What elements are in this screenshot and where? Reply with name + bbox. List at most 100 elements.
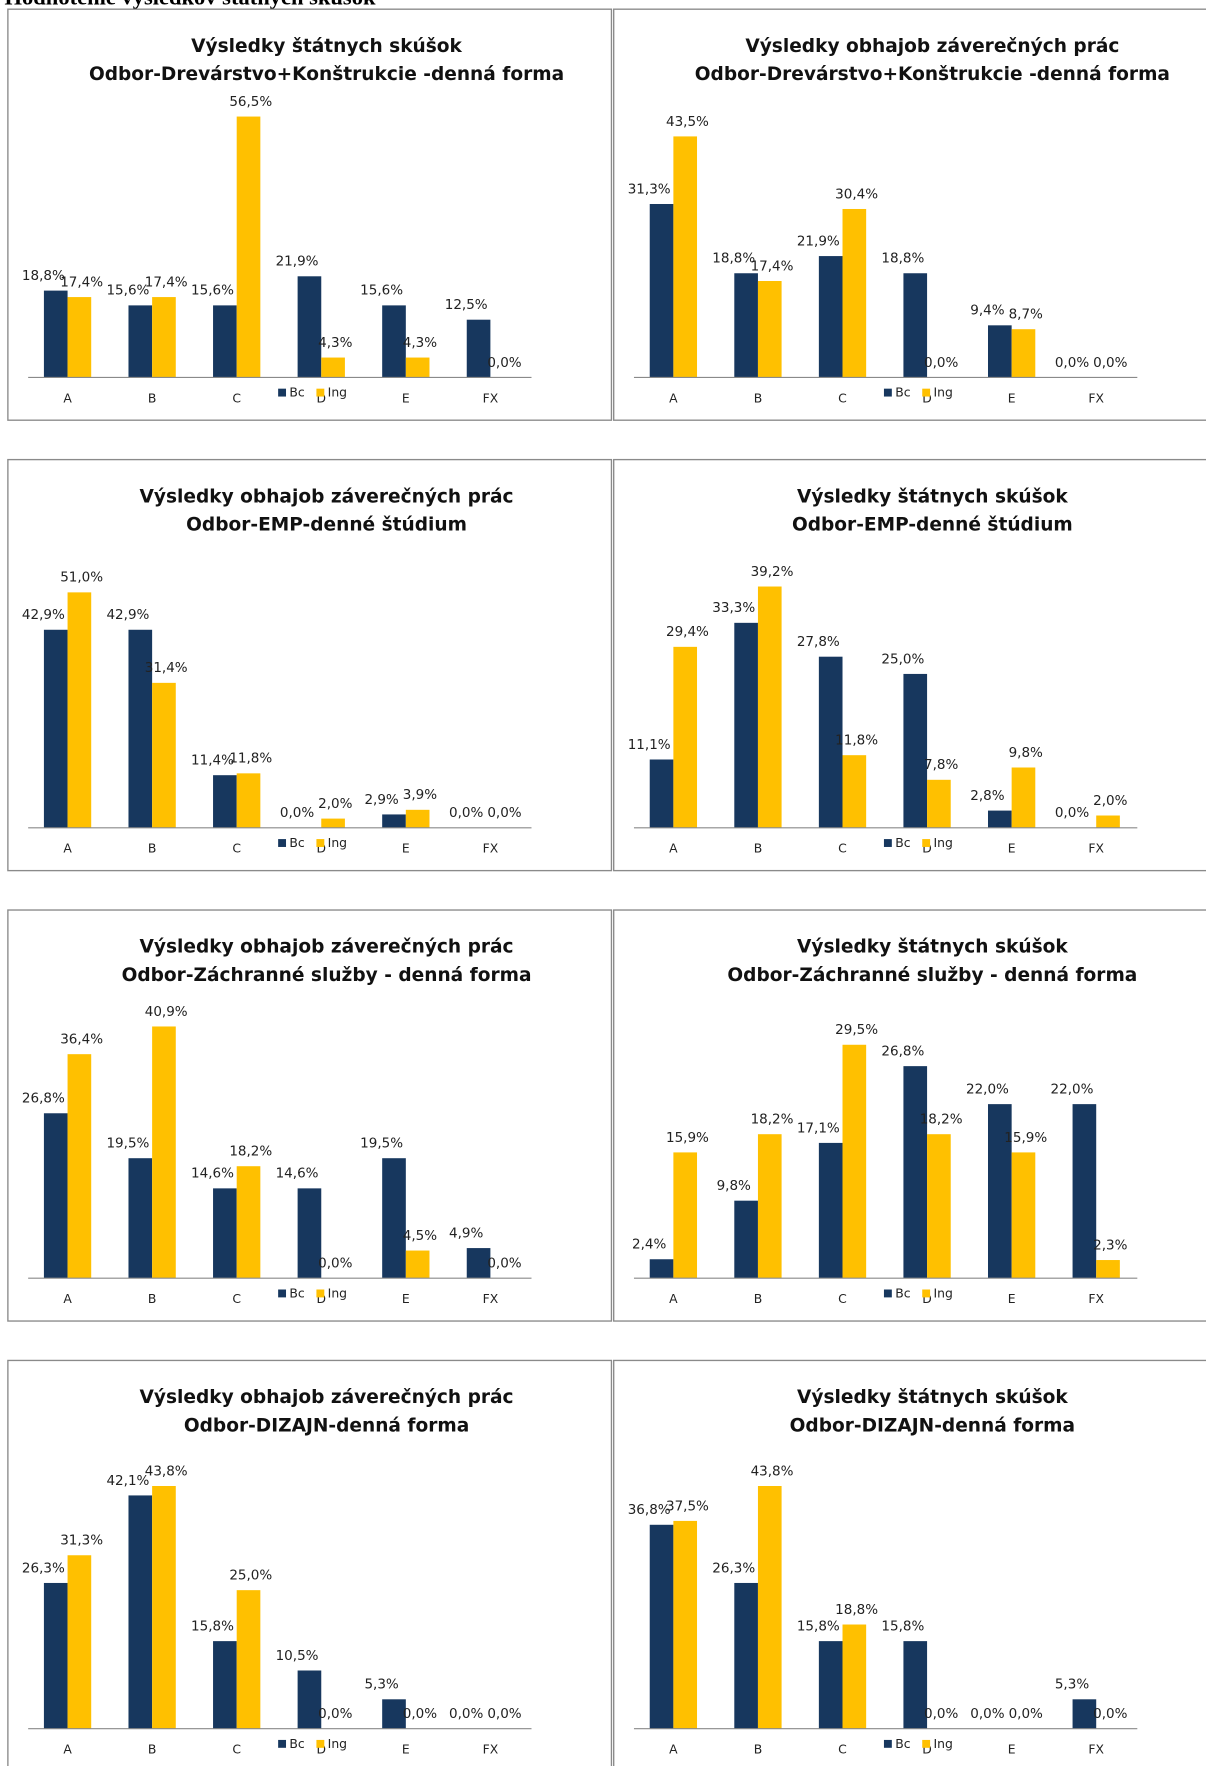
legend-label: Ing xyxy=(933,386,952,400)
value-label: 4,3% xyxy=(318,335,352,351)
value-label: 21,9% xyxy=(797,233,840,249)
legend-swatch xyxy=(316,388,325,397)
x-tick-label: A xyxy=(63,842,72,856)
value-label: 0,0% xyxy=(280,805,314,821)
value-label: 17,4% xyxy=(145,274,188,290)
x-tick-label: C xyxy=(232,391,241,405)
bar xyxy=(67,1054,92,1279)
x-tick-label: B xyxy=(148,391,157,405)
bar xyxy=(927,1134,951,1279)
value-label: 15,6% xyxy=(191,283,234,299)
x-tick-label: D xyxy=(922,391,932,405)
value-label: 0,0% xyxy=(487,805,521,821)
legend-swatch xyxy=(316,1289,325,1298)
legend-swatch xyxy=(316,839,325,847)
value-label: 0,0% xyxy=(924,355,958,371)
bar xyxy=(43,290,68,378)
legend-label: Bc xyxy=(289,1287,304,1301)
bar xyxy=(1072,1104,1097,1279)
x-tick-label: E xyxy=(402,1743,410,1757)
bar xyxy=(842,208,867,378)
value-label: 43,8% xyxy=(751,1463,794,1479)
bar xyxy=(842,755,867,828)
legend-label: Ing xyxy=(328,1287,347,1301)
x-tick-label: D xyxy=(316,842,326,856)
value-label: 36,8% xyxy=(628,1502,671,1518)
value-label: 30,4% xyxy=(835,186,878,202)
chart-subtitle: Odbor-EMP-denné štúdium xyxy=(186,514,467,535)
value-label: 26,8% xyxy=(22,1091,65,1107)
bar xyxy=(382,1158,406,1279)
value-label: 15,8% xyxy=(797,1618,840,1634)
value-label: 5,3% xyxy=(364,1677,398,1693)
value-label: 15,8% xyxy=(881,1618,924,1634)
legend-label: Ing xyxy=(933,1287,952,1301)
x-tick-label: D xyxy=(316,391,326,405)
value-label: 39,2% xyxy=(751,564,794,580)
value-label: 0,0% xyxy=(487,355,521,371)
bar xyxy=(903,1066,928,1279)
legend-label: Ing xyxy=(933,1737,952,1751)
legend-label: Ing xyxy=(933,836,952,850)
bar xyxy=(128,305,153,378)
chart-title: Výsledky obhajob záverečných prác xyxy=(140,1387,514,1408)
legend-label: Bc xyxy=(895,1287,910,1301)
chart-title: Výsledky obhajob záverečných prác xyxy=(140,937,514,958)
bar xyxy=(236,773,261,828)
bar xyxy=(236,1166,261,1279)
legend-swatch xyxy=(278,388,287,397)
chart-title: Výsledky štátnych skúšok xyxy=(797,937,1068,958)
x-tick-label: E xyxy=(402,842,410,856)
bar xyxy=(673,1520,698,1729)
chart-frame xyxy=(613,1359,1206,1766)
value-label: 2,0% xyxy=(318,796,352,812)
bar xyxy=(213,1641,237,1729)
bar xyxy=(673,136,698,378)
bar xyxy=(128,1158,153,1279)
legend-swatch xyxy=(278,1739,287,1748)
x-tick-label: A xyxy=(669,842,678,856)
value-label: 0,0% xyxy=(403,1706,437,1722)
value-label: 31,3% xyxy=(628,181,671,197)
x-tick-label: B xyxy=(148,1292,157,1306)
value-label: 15,6% xyxy=(360,283,403,299)
value-label: 2,9% xyxy=(364,792,398,808)
chart-title: Výsledky štátnych skúšok xyxy=(797,1387,1068,1408)
value-label: 15,9% xyxy=(666,1130,709,1146)
bar xyxy=(1072,1699,1097,1729)
bar xyxy=(987,810,1012,828)
x-tick-label: C xyxy=(232,1292,241,1306)
bar xyxy=(649,203,674,378)
bar xyxy=(297,276,322,378)
value-label: 9,4% xyxy=(970,303,1004,319)
chart-subtitle: Odbor-Drevárstvo+Konštrukcie -denná form… xyxy=(695,64,1170,85)
x-tick-label: D xyxy=(922,1292,932,1306)
value-label: 31,3% xyxy=(60,1533,103,1549)
legend-swatch xyxy=(922,1739,931,1748)
bar xyxy=(67,297,92,378)
value-label: 0,0% xyxy=(1009,1706,1043,1722)
bar xyxy=(1011,767,1036,828)
bar xyxy=(382,305,406,378)
value-label: 0,0% xyxy=(487,1256,521,1272)
x-tick-label: C xyxy=(232,1743,241,1757)
chart-subtitle: Odbor-Drevárstvo+Konštrukcie -denná form… xyxy=(89,64,564,85)
value-label: 11,4% xyxy=(191,753,234,769)
x-tick-label: D xyxy=(922,1743,932,1757)
legend-swatch xyxy=(316,1739,325,1748)
value-label: 0,0% xyxy=(1055,805,1089,821)
chart-title: Výsledky štátnych skúšok xyxy=(191,36,462,57)
value-label: 0,0% xyxy=(318,1256,352,1272)
bar xyxy=(987,1104,1012,1279)
legend-swatch xyxy=(922,1289,931,1298)
bar xyxy=(152,297,176,378)
bar xyxy=(987,325,1012,378)
x-tick-label: A xyxy=(63,391,72,405)
value-label: 0,0% xyxy=(318,1706,352,1722)
bar xyxy=(842,1044,867,1279)
chart-subtitle: Odbor-DIZAJN-denná forma xyxy=(790,1415,1075,1436)
bar xyxy=(1096,815,1120,828)
bar xyxy=(67,592,92,828)
legend-label: Bc xyxy=(289,386,304,400)
